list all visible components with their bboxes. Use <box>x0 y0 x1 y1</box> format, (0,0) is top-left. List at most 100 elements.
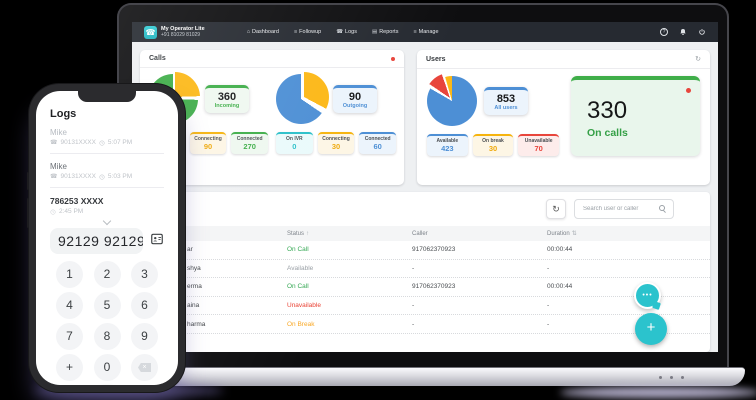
brand-name: My Operator Lite <box>161 26 205 32</box>
bell-icon[interactable] <box>679 23 687 41</box>
top-navbar: ☎ My Operator Lite +91 81029 81029 ⌂ Dash… <box>132 22 718 42</box>
sort-asc-icon: ↑ <box>306 230 310 237</box>
log-time: 5:07 PM <box>107 139 133 146</box>
search-icon <box>659 205 667 213</box>
incoming-label: Incoming <box>214 103 240 109</box>
on-calls-card: 330 On calls <box>571 76 700 156</box>
followup-icon: ≡ <box>293 29 298 35</box>
key-8[interactable]: 8 <box>93 323 121 350</box>
brand-phone-icon: ☎ <box>144 25 157 39</box>
nav-item-logs[interactable]: ☎ Logs <box>336 29 357 35</box>
chat-fab-button[interactable]: ••• <box>634 282 661 309</box>
cell-status: On Call <box>287 283 309 291</box>
cell-duration: - <box>547 302 550 310</box>
table-row[interactable]: harma On Break - - <box>140 315 710 334</box>
key-3[interactable]: 3 <box>131 261 158 288</box>
on-calls-value: 330 <box>587 97 628 124</box>
base-dot <box>681 376 684 379</box>
all-users-value: 853 <box>496 93 516 105</box>
cell-status: On Break <box>287 320 315 328</box>
phone-screen: Logs Mike ☎ 90131XXXX 5:07 PM Mike ☎ <box>36 91 178 385</box>
base-dot <box>659 376 662 379</box>
all-users-label: All users <box>494 105 518 111</box>
outgoing-onivr-badge: On IVR 0 <box>276 132 313 154</box>
col-duration[interactable]: Duration ⇅ <box>547 231 577 237</box>
dashboard-body: Calls 360 Incoming <box>132 42 718 352</box>
cell-duration: 00:00:44 <box>547 283 573 291</box>
calls-card-title: Calls <box>149 55 166 62</box>
table-header: Status ↑ Caller Duration ⇅ <box>140 226 710 241</box>
cell-caller: - <box>412 302 415 310</box>
search-input[interactable] <box>581 205 659 213</box>
cell-caller: - <box>412 320 415 328</box>
live-indicator-dot <box>391 56 395 61</box>
key-0[interactable]: 0 <box>93 354 121 381</box>
key-9[interactable]: 9 <box>131 323 158 350</box>
key-4[interactable]: 4 <box>56 292 83 319</box>
on-calls-label: On calls <box>587 127 628 139</box>
table-row[interactable]: ar On Call 917062370923 00:00:44 <box>140 241 710 260</box>
cell-status: Unavailable <box>287 302 321 310</box>
outgoing-connected-badge: Connected 60 <box>359 132 397 154</box>
nav-items: ⌂ Dashboard ≡ Followup ☎ Logs ▤ Reports ≡ Man… <box>247 29 439 35</box>
backspace-key[interactable]: × <box>131 354 158 381</box>
key-7[interactable]: 7 <box>56 323 83 350</box>
outgoing-calls-pie-chart <box>276 72 329 124</box>
available-badge: Available 423 <box>427 134 468 156</box>
call-log-entry[interactable]: Mike ☎ 90131XXXX 5:03 PM <box>50 162 164 188</box>
table-row[interactable]: aina Unavailable - - <box>140 297 710 316</box>
nav-item-followup[interactable]: ≡ Followup <box>294 29 321 35</box>
key-plus[interactable]: + <box>56 354 83 381</box>
cell-duration: - <box>547 320 550 328</box>
key-6[interactable]: 6 <box>131 292 158 319</box>
log-time: 5:03 PM <box>107 173 133 180</box>
key-5[interactable]: 5 <box>93 292 121 319</box>
incoming-connecting-badge: Connecting 90 <box>189 132 227 154</box>
cell-duration: 00:00:44 <box>547 246 573 254</box>
dial-number-display[interactable]: 92129 92129 <box>50 228 143 254</box>
call-log-entry[interactable]: 786253 XXXX 2:45 PM <box>50 196 164 215</box>
help-icon[interactable]: ? <box>660 28 668 36</box>
col-status[interactable]: Status ↑ <box>287 230 310 237</box>
chevron-down-icon[interactable] <box>102 216 112 226</box>
table-row[interactable]: erma On Call 917062370923 00:00:44 <box>140 278 710 297</box>
log-time: 2:45 PM <box>59 208 84 215</box>
shadow <box>560 387 756 398</box>
call-log-entry[interactable]: Mike ☎ 90131XXXX 5:07 PM <box>50 128 164 154</box>
clock-icon <box>99 139 105 146</box>
add-fab-button[interactable]: + <box>635 313 667 345</box>
table-row[interactable]: shya Available - - <box>140 260 710 279</box>
backspace-icon: × <box>138 363 151 372</box>
col-caller[interactable]: Caller <box>412 230 428 237</box>
nav-right-icons: ? <box>660 23 706 41</box>
nav-label: Manage <box>418 29 439 35</box>
nav-item-dashboard[interactable]: ⌂ Dashboard <box>247 29 279 35</box>
laptop-base <box>73 367 745 386</box>
table-refresh-button[interactable]: ↻ <box>546 199 566 219</box>
incoming-value: 360 <box>217 91 237 103</box>
clock-icon <box>99 173 105 180</box>
live-indicator-dot <box>686 88 691 93</box>
dashboard-icon: ⌂ <box>246 29 251 35</box>
refresh-icon[interactable]: ↻ <box>695 56 701 63</box>
users-pie-chart <box>425 73 477 126</box>
power-icon[interactable] <box>698 23 706 41</box>
outgoing-value: 90 <box>348 91 362 103</box>
clock-icon <box>50 208 56 215</box>
contact-card-icon[interactable] <box>150 232 164 251</box>
users-table-card: ↻ Status↑ Caller Duration⇅ ar <box>140 192 710 352</box>
cell-user: harma <box>187 320 206 328</box>
nav-item-manage[interactable]: ≡ Manage <box>413 29 438 35</box>
key-2[interactable]: 2 <box>93 261 121 288</box>
sort-both-icon: ⇅ <box>571 231 577 237</box>
volume-button <box>27 198 29 228</box>
dialer-keypad: 1 2 3 4 5 6 7 8 9 + 0 × <box>50 261 164 381</box>
key-1[interactable]: 1 <box>56 261 83 288</box>
logs-icon: ☎ <box>336 29 344 35</box>
incoming-connected-badge: Connected 270 <box>231 132 269 154</box>
nav-item-reports[interactable]: ▤ Reports <box>372 29 398 35</box>
users-card: Users ↻ 853 All users <box>417 50 710 185</box>
outgoing-calls-group: 90 Outgoing On IVR 0 Connecting 30 Connect… <box>276 72 397 154</box>
phone-mockup: Logs Mike ☎ 90131XXXX 5:07 PM Mike ☎ <box>27 84 185 392</box>
